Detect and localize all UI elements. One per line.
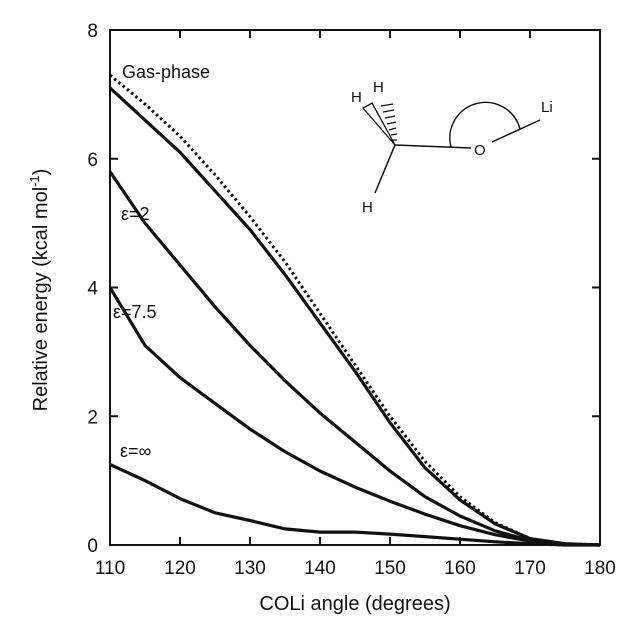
x-axis-title: COLi angle (degrees) <box>259 593 450 615</box>
series-layer <box>108 73 601 547</box>
y-axis-title-main: Relative energy (kcal mol <box>30 187 52 412</box>
x-tick-label: 140 <box>304 558 336 579</box>
plot-frame <box>109 29 601 546</box>
atom-label-li: Li <box>541 99 553 116</box>
y-axis-title-suffix: ) <box>30 169 52 176</box>
x-tick-label: 130 <box>234 558 266 579</box>
bond-c-h-lower <box>374 144 396 194</box>
annotation-eps-2: ε=2 <box>121 204 150 224</box>
y-tick-label: 0 <box>87 536 98 557</box>
x-tick-label: 150 <box>374 558 406 579</box>
y-axis-title: Relative energy (kcal mol-1) <box>27 169 52 412</box>
molecule-diagram: H H H O Li <box>351 79 553 216</box>
annotation-eps-inf: ε=∞ <box>120 441 152 461</box>
y-axis-ticks: 0 2 4 6 8 <box>87 21 600 557</box>
atom-label-h-top: H <box>373 79 384 96</box>
y-tick-label: 2 <box>87 407 98 428</box>
bond-o-li <box>491 119 541 143</box>
annotation-gas-phase: Gas-phase <box>122 62 210 82</box>
angle-arc <box>449 101 521 148</box>
atom-label-o: O <box>474 142 486 159</box>
bond-c-h-hash <box>380 103 398 141</box>
y-tick-label: 6 <box>87 150 98 171</box>
atom-label-h-left: H <box>351 89 362 106</box>
x-tick-label: 110 <box>95 558 125 579</box>
series-line-1 <box>108 86 601 547</box>
bond-c-h-wedge <box>361 102 396 146</box>
series-line-0 <box>109 73 601 547</box>
x-tick-label: 170 <box>514 558 546 579</box>
x-tick-label: 180 <box>584 558 616 579</box>
series-line-2 <box>108 170 601 547</box>
y-tick-label: 8 <box>87 21 98 42</box>
x-tick-label: 160 <box>444 558 476 579</box>
bond-c-o <box>394 144 472 149</box>
y-tick-label: 4 <box>87 279 98 300</box>
x-tick-label: 120 <box>164 558 196 579</box>
annotation-eps-7-5: ε=7.5 <box>113 302 157 322</box>
series-line-3 <box>108 286 601 547</box>
atom-label-h-bottom: H <box>362 199 373 216</box>
y-axis-title-superscript: -1 <box>27 175 42 187</box>
series-line-4 <box>109 463 600 547</box>
